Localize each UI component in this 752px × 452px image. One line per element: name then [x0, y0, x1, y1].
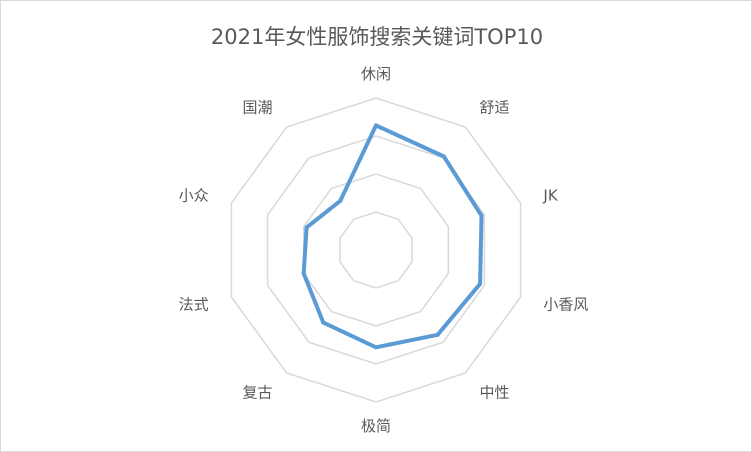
data-point-8 [301, 271, 306, 276]
data-point-1 [374, 123, 378, 128]
axis-label-2: 舒适 [480, 99, 510, 117]
axis-label-1: 休闲 [361, 65, 391, 83]
data-point-4 [478, 281, 483, 286]
axis-label-4: 小香风 [543, 295, 588, 313]
grid-ring-2 [302, 173, 450, 327]
axis-label-10: 国潮 [242, 99, 272, 117]
data-point-6 [374, 345, 378, 350]
chart-title: 2021年女性服饰搜索关键词TOP10 [210, 25, 544, 49]
grid-ring-4 [230, 97, 522, 403]
axis-label-7: 复古 [242, 383, 272, 401]
data-point-5 [435, 332, 440, 337]
axis-label-5: 中性 [480, 383, 510, 401]
series-line-1 [301, 123, 484, 350]
data-point-10 [338, 198, 343, 203]
axis-label-3: JK [542, 187, 558, 205]
axis-label-6: 极简 [361, 417, 391, 435]
axis-label-8: 法式 [179, 295, 209, 313]
data-point-7 [321, 320, 326, 325]
data-point-3 [479, 213, 484, 218]
data-point-9 [304, 225, 309, 230]
data-point-2 [441, 154, 446, 159]
grid-ring-1 [339, 211, 413, 289]
axis-label-9: 小众 [179, 187, 209, 205]
